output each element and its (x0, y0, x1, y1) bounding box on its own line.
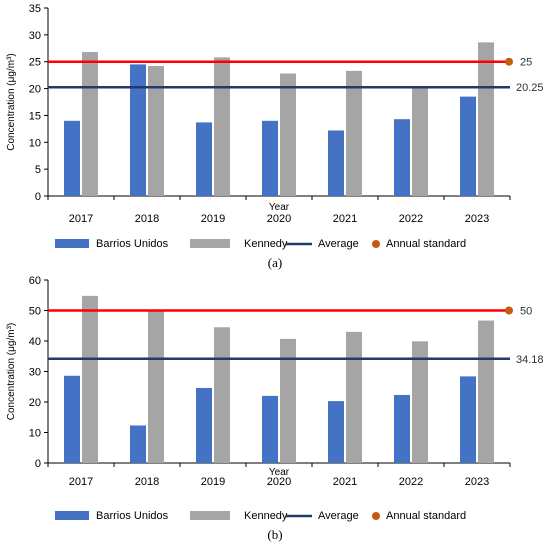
y-tick-label: 10 (29, 428, 41, 440)
y-tick-label: 35 (29, 3, 41, 15)
annual-standard-value-label: 50 (520, 306, 532, 318)
bar-kennedy-2018 (148, 66, 164, 196)
legend-label-kennedy: Kennedy (244, 510, 288, 522)
x-axis-label: Year (269, 202, 290, 213)
bar-kennedy-2023 (478, 42, 494, 197)
y-tick-label: 20 (29, 397, 41, 409)
x-tick-label-2021: 2021 (333, 476, 357, 488)
legend-swatch-annual-standard (372, 512, 380, 520)
legend-label-barrios-unidos: Barrios Unidos (96, 238, 169, 250)
y-tick-label: 30 (29, 367, 41, 379)
x-tick-label-2019: 2019 (201, 213, 225, 225)
bar-barrios-unidos-2021 (328, 401, 344, 463)
y-axis-label: Concentration (μg/m³) (6, 323, 17, 420)
x-tick-label-2022: 2022 (399, 213, 423, 225)
y-tick-label: 60 (29, 275, 41, 287)
bar-barrios-unidos-2020 (262, 395, 278, 463)
bar-barrios-unidos-2019 (196, 387, 212, 463)
bar-kennedy-2018 (148, 310, 164, 463)
y-tick-label: 10 (29, 137, 41, 149)
y-tick-label: 30 (29, 30, 41, 42)
y-tick-label: 15 (29, 110, 41, 122)
legend-swatch-kennedy (190, 239, 230, 248)
x-tick-label-2019: 2019 (201, 476, 225, 488)
y-tick-label: 0 (35, 458, 41, 470)
panel-caption: (b) (267, 527, 282, 542)
bar-kennedy-2022 (412, 87, 428, 196)
bar-kennedy-2020 (280, 73, 296, 196)
x-tick-label-2022: 2022 (399, 476, 423, 488)
bar-barrios-unidos-2019 (196, 122, 212, 196)
y-tick-label: 5 (35, 164, 41, 176)
legend-label-average: Average (318, 510, 359, 522)
chart-panel-a: 0 5 10 15 20 25 30 35 2017 2018 2019 2020 2021 2022 20… (6, 3, 544, 270)
legend-swatch-annual-standard (372, 240, 380, 248)
bar-barrios-unidos-2021 (328, 130, 344, 196)
legend-label-kennedy: Kennedy (244, 238, 288, 250)
chart-panel-b: 0 10 20 30 40 50 60 2017 2018 2019 2020 2021 2022 202… (6, 275, 544, 542)
legend-swatch-barrios-unidos (55, 511, 89, 520)
bar-kennedy-2021 (346, 331, 362, 463)
legend-label-barrios-unidos: Barrios Unidos (96, 510, 169, 522)
x-tick-label-2018: 2018 (135, 476, 159, 488)
x-tick-label-2017: 2017 (69, 476, 93, 488)
legend: Barrios Unidos Kennedy Average Annual stand… (55, 510, 466, 522)
x-tick-label-2017: 2017 (69, 213, 93, 225)
y-axis-label: Concentration (μg/m³) (6, 53, 17, 150)
y-tick-label: 0 (35, 191, 41, 203)
x-tick-label-2021: 2021 (333, 213, 357, 225)
annual-standard-marker (505, 57, 513, 66)
legend-label-annual-standard: Annual standard (386, 510, 466, 522)
bar-barrios-unidos-2020 (262, 120, 278, 196)
bar-barrios-unidos-2022 (394, 394, 410, 463)
y-tick-label: 25 (29, 57, 41, 69)
bar-kennedy-2020 (280, 338, 296, 463)
bar-barrios-unidos-2023 (460, 96, 476, 196)
x-tick-label-2020: 2020 (267, 213, 291, 225)
bar-kennedy-2023 (478, 320, 494, 463)
panel-caption: (a) (268, 255, 282, 270)
y-tick-label: 50 (29, 306, 41, 318)
x-axis-label: Year (269, 467, 290, 478)
average-value-label: 20.25 (516, 82, 544, 94)
legend-label-annual-standard: Annual standard (386, 238, 466, 250)
annual-standard-value-label: 25 (520, 57, 532, 69)
bar-barrios-unidos-2018 (130, 64, 146, 197)
bar-kennedy-2017 (82, 52, 98, 196)
legend-swatch-barrios-unidos (55, 239, 89, 248)
average-value-label: 34.18 (516, 354, 544, 366)
bar-barrios-unidos-2017 (64, 120, 80, 196)
bar-barrios-unidos-2017 (64, 375, 80, 463)
bar-kennedy-2017 (82, 295, 98, 463)
legend: Barrios Unidos Kennedy Average Annual stand… (55, 238, 466, 250)
legend-label-average: Average (318, 238, 359, 250)
bar-barrios-unidos-2022 (394, 119, 410, 196)
legend-swatch-kennedy (190, 511, 230, 520)
bar-kennedy-2019 (214, 327, 230, 463)
bar-barrios-unidos-2023 (460, 376, 476, 463)
bar-kennedy-2022 (412, 341, 428, 463)
x-tick-label-2023: 2023 (465, 476, 489, 488)
bar-barrios-unidos-2018 (130, 425, 146, 463)
x-tick-label-2018: 2018 (135, 213, 159, 225)
annual-standard-marker (505, 306, 513, 315)
x-tick-label-2023: 2023 (465, 213, 489, 225)
y-tick-label: 40 (29, 336, 41, 348)
x-tick-label-2020: 2020 (267, 476, 291, 488)
bar-kennedy-2019 (214, 57, 230, 196)
y-tick-label: 20 (29, 84, 41, 96)
bar-kennedy-2021 (346, 70, 362, 196)
